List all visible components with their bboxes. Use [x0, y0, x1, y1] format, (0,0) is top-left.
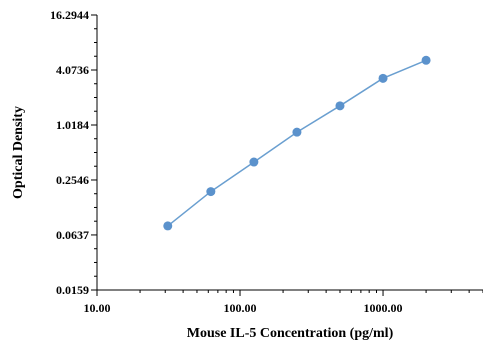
data-point — [422, 56, 431, 65]
series — [163, 56, 430, 231]
series-line — [168, 60, 426, 226]
x-tick-label: 1000.00 — [364, 301, 403, 315]
y-tick-label: 0.2546 — [56, 173, 89, 187]
y-tick-label: 4.0736 — [56, 63, 89, 77]
data-point — [206, 187, 215, 196]
y-tick-label: 16.2944 — [50, 8, 89, 22]
x-tick-label: 10.00 — [84, 301, 111, 315]
data-point — [249, 158, 258, 167]
x-axis-title: Mouse IL-5 Concentration (pg/ml) — [187, 326, 394, 341]
data-point — [379, 74, 388, 83]
y-tick-label: 0.0159 — [56, 283, 89, 297]
data-point — [163, 221, 172, 230]
y-axis: 0.0159 0.0637 0.2546 1.0184 4.0736 16.2944 — [50, 8, 97, 297]
data-point — [335, 101, 344, 110]
x-tick-label: 100.00 — [224, 301, 257, 315]
data-point — [292, 128, 301, 137]
y-tick-label: 1.0184 — [56, 118, 89, 132]
y-tick-label: 0.0637 — [56, 228, 89, 242]
x-axis: 10.00 100.00 1000.00 — [84, 290, 483, 315]
y-axis-title: Optical Density — [11, 106, 26, 199]
